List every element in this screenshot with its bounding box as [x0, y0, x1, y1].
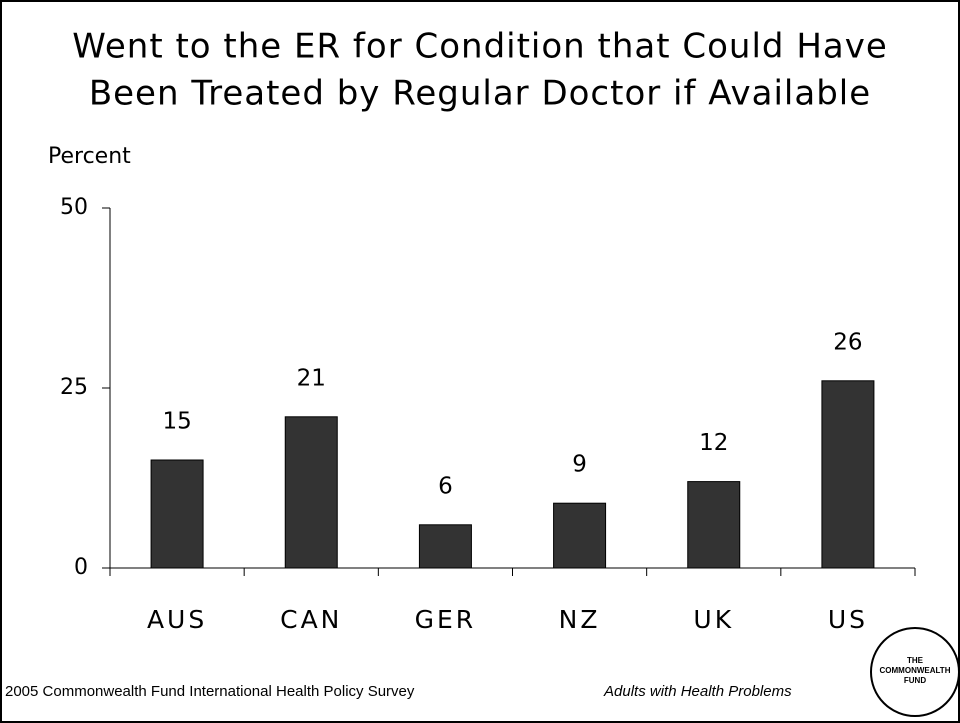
x-tick-label: NZ [559, 605, 601, 634]
y-tick-label: 0 [74, 555, 88, 580]
source-note: 2005 Commonwealth Fund International Hea… [5, 683, 415, 700]
y-axis-label: Percent [48, 144, 131, 169]
value-label: 9 [572, 452, 587, 478]
bar [284, 416, 338, 569]
x-tick-label: GER [415, 605, 477, 634]
value-label: 26 [833, 329, 862, 355]
bar [553, 502, 607, 569]
chart-title: Been Treated by Regular Doctor if Availa… [89, 74, 871, 114]
bar [821, 380, 875, 569]
chart-title: Went to the ER for Condition that Could … [72, 27, 888, 67]
y-tick-label: 50 [60, 195, 88, 220]
y-tick-label: 25 [60, 375, 88, 400]
population-note: Adults with Health Problems [603, 683, 792, 700]
x-tick-label: AUS [147, 605, 207, 634]
x-tick-label: US [828, 605, 868, 634]
value-label: 6 [438, 473, 453, 499]
logo-text: COMMONWEALTH [880, 666, 951, 675]
bar [687, 481, 741, 569]
x-tick-label: CAN [280, 605, 342, 634]
value-label: 12 [699, 430, 728, 456]
value-label: 15 [162, 409, 191, 435]
logo-text: FUND [904, 676, 926, 685]
x-tick-label: UK [693, 605, 734, 634]
bar [150, 459, 204, 569]
logo [870, 627, 960, 717]
bar [418, 524, 472, 569]
value-label: 21 [297, 365, 326, 391]
logo-text: THE [907, 656, 924, 665]
